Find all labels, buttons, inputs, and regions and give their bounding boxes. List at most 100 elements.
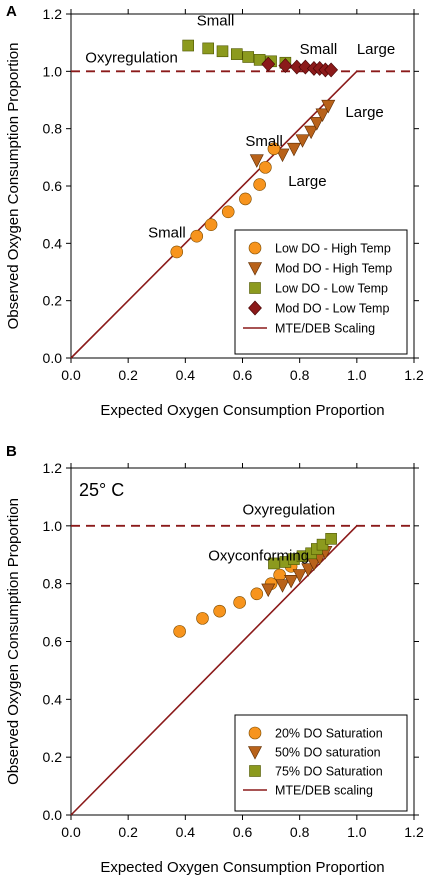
data-point: [196, 612, 209, 625]
annotation-label: Oxyconforming: [208, 548, 309, 565]
x-tick-label: 1.0: [347, 824, 367, 840]
x-tick-label: 0.2: [118, 824, 138, 840]
legend-entry: 75% DO Saturation: [275, 765, 383, 779]
annotation-label: Large: [345, 104, 383, 121]
y-tick-label: 1.0: [43, 63, 63, 79]
y-tick-label: 1.2: [43, 6, 63, 22]
data-point: [315, 108, 330, 122]
data-point: [301, 563, 316, 577]
x-tick-label: 0.8: [290, 367, 310, 383]
legend-marker: [248, 726, 262, 740]
annotation-label: Oxyregulation: [85, 50, 178, 67]
legend-entry: Mod DO - High Temp: [275, 262, 392, 276]
x-tick-label: 0.4: [176, 367, 196, 383]
legend-entry: Mod DO - Low Temp: [275, 302, 389, 316]
legend-marker: [248, 262, 262, 276]
series-3: [261, 56, 339, 78]
chart-panel-b: 0.0 0.2 0.4 0.6 0.8 1.0 1.2 0.0 0.2 0.4 0.6 0.8 1.0 1…: [5, 460, 424, 876]
data-point: [309, 117, 324, 131]
y-axis-label: Observed Oxygen Consumption Proportion: [5, 498, 22, 785]
x-tick-label: 0.4: [176, 824, 196, 840]
y-tick-label: 0.8: [43, 576, 63, 592]
panel-label-b: B: [6, 443, 17, 460]
legend-marker: [249, 765, 261, 777]
data-point: [298, 59, 313, 75]
data-point: [261, 583, 276, 598]
y-tick-label: 0.6: [43, 178, 63, 194]
y-tick-label: 1.0: [43, 518, 63, 534]
x-tick-label: 1.2: [404, 367, 424, 383]
legend-box: [234, 229, 408, 355]
annotation-label: Oxyregulation: [243, 501, 336, 518]
series-2: [268, 533, 337, 570]
temperature-label: 25° C: [79, 480, 124, 500]
data-point: [242, 51, 255, 63]
data-point: [273, 568, 286, 582]
legend-marker: [248, 241, 262, 255]
y-axis-label: Observed Oxygen Consumption Proportion: [5, 43, 22, 330]
series-0: [170, 178, 266, 259]
data-point: [268, 557, 280, 570]
x-tick-label: 1.0: [347, 367, 367, 383]
data-point: [275, 579, 290, 593]
legend-entry: MTE/DEB scaling: [275, 784, 373, 798]
legend-entry: Low DO - High Temp: [275, 242, 391, 256]
legend-entry: Low DO - Low Temp: [275, 282, 388, 296]
series-0: [173, 560, 298, 638]
x-tick-label: 0.2: [118, 367, 138, 383]
legend: Low DO - High Temp Mod DO - High Temp Low …: [234, 229, 408, 355]
data-point: [213, 604, 226, 618]
legend-entry: 20% DO Saturation: [275, 727, 383, 741]
annotation-label: Large: [357, 41, 395, 58]
y-tick-label: 0.8: [43, 121, 63, 137]
data-point: [295, 134, 310, 148]
data-point: [230, 48, 243, 60]
legend-marker: [249, 282, 261, 294]
data-point: [202, 42, 214, 55]
y-tick-label: 0.6: [43, 634, 63, 650]
legend-entry: 50% DO saturation: [275, 746, 381, 760]
annotation-label: Small: [148, 225, 186, 242]
data-point: [170, 245, 184, 259]
chart-panel-a: 0.0 0.2 0.4 0.6 0.8 1.0 1.2 0.0 0.2 0.4 0.6 0.8 1.0 1…: [5, 6, 424, 419]
data-point: [190, 229, 204, 243]
x-axis-label: Expected Oxygen Consumption Proportion: [100, 402, 384, 419]
x-tick-label: 0.0: [61, 824, 81, 840]
annotation-label: Small: [245, 133, 283, 150]
data-point: [284, 574, 299, 589]
legend-entry: MTE/DEB Scaling: [275, 322, 375, 336]
data-point: [304, 125, 319, 140]
y-tick-label: 0.2: [43, 293, 63, 309]
data-point: [278, 58, 293, 74]
x-tick-label: 0.8: [290, 824, 310, 840]
y-tick-label: 0.4: [43, 691, 63, 707]
y-tick-label: 0.0: [43, 807, 63, 823]
y-tick-label: 0.2: [43, 749, 63, 765]
data-point: [286, 142, 301, 157]
annotation-label: Small: [300, 41, 338, 58]
data-point: [253, 54, 266, 66]
legend-marker: [248, 746, 262, 760]
data-point: [261, 56, 276, 72]
legend-box: [234, 714, 408, 812]
x-tick-label: 1.2: [404, 824, 424, 840]
x-tick-label: 0.0: [61, 367, 81, 383]
y-tick-label: 0.4: [43, 235, 63, 251]
legend: 20% DO Saturation 50% DO saturation 75% DO…: [234, 714, 408, 812]
data-point: [259, 161, 272, 174]
data-point: [267, 142, 281, 156]
x-axis-label: Expected Oxygen Consumption Proportion: [100, 859, 384, 876]
data-point: [292, 569, 307, 583]
data-point: [173, 625, 186, 638]
y-tick-label: 1.2: [43, 460, 63, 476]
data-point: [249, 154, 264, 168]
annotation-label: Small: [197, 12, 235, 29]
series-1: [249, 99, 336, 168]
series-4: [259, 142, 281, 174]
data-point: [216, 45, 229, 58]
data-point: [182, 39, 194, 52]
data-point: [239, 192, 252, 206]
data-point: [321, 99, 336, 114]
panel-label-a: A: [6, 3, 17, 20]
